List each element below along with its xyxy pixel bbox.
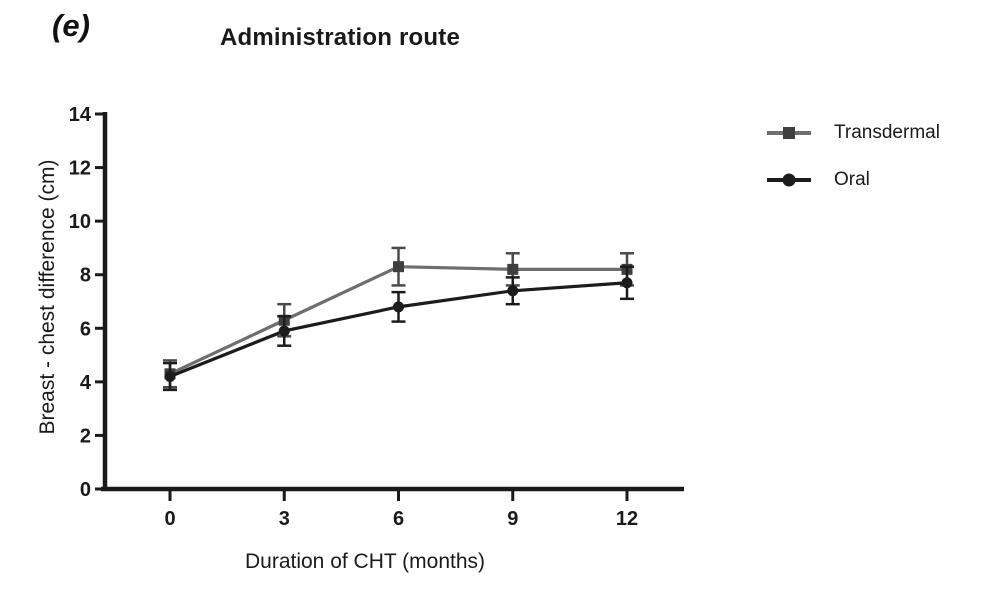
axes: 0 2 4 6 8 10 12 14 0 3 6 9 12 <box>69 104 684 530</box>
legend-label-oral: Oral <box>834 169 870 190</box>
legend-label-transdermal: Transdermal <box>834 122 940 143</box>
x-tick-label: 12 <box>616 508 638 530</box>
y-tick-label: 6 <box>80 318 91 340</box>
y-tick-label: 14 <box>69 104 92 126</box>
data-point-circle <box>278 325 290 337</box>
series-oral <box>163 265 634 392</box>
y-tick-label: 0 <box>80 479 91 501</box>
legend-item-oral: Oral <box>766 166 940 194</box>
x-tick-label: 0 <box>164 508 175 530</box>
legend-item-transdermal: Transdermal <box>766 119 940 147</box>
y-tick-label: 4 <box>80 372 92 394</box>
panel-label: (e) <box>52 8 90 43</box>
data-point-square <box>393 261 404 273</box>
data-point-circle <box>393 301 404 313</box>
legend-square-marker-icon <box>767 127 811 139</box>
data-point-circle <box>164 371 176 382</box>
x-tick-label: 9 <box>507 508 518 530</box>
data-point-circle <box>507 285 519 297</box>
chart-title: Administration route <box>219 24 460 51</box>
y-tick-label: 10 <box>69 211 91 233</box>
chart-legend: Transdermal Oral <box>766 119 940 213</box>
y-tick-label: 8 <box>80 265 91 287</box>
y-tick-label: 2 <box>80 425 91 447</box>
x-tick-label: 6 <box>393 508 404 530</box>
x-axis-title: Duration of CHT (months) <box>244 550 486 573</box>
y-tick-label: 12 <box>69 158 91 180</box>
data-point-circle <box>621 277 633 289</box>
legend-circle-marker-icon <box>767 173 811 187</box>
x-tick-label: 3 <box>279 508 290 530</box>
data-point-square <box>507 263 519 275</box>
